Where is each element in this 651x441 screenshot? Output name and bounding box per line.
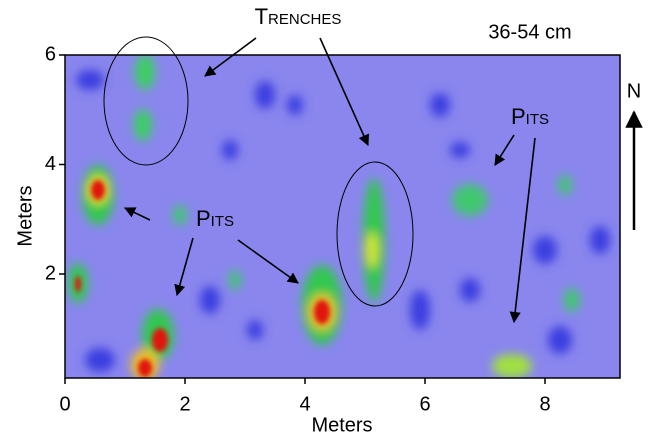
x-axis-label: Meters <box>311 414 372 436</box>
annotation: Pits <box>196 206 234 231</box>
page: 36-54 cm Meters Meters Trenches Pits Pit… <box>0 0 651 441</box>
x-tick-label: 6 <box>419 393 430 415</box>
x-tick-label: 4 <box>299 393 310 415</box>
y-tick-label: 4 <box>45 153 56 175</box>
y-tick-label: 6 <box>45 43 56 65</box>
annotation: Pits <box>511 104 549 129</box>
x-tick-label: 2 <box>179 393 190 415</box>
north-label: N <box>627 80 641 102</box>
x-tick-label: 8 <box>539 393 550 415</box>
annotation: Trenches <box>255 4 342 29</box>
x-tick-label: 0 <box>59 393 70 415</box>
chart-title: 36-54 cm <box>488 21 571 43</box>
chart: 36-54 cm Meters Meters Trenches Pits Pit… <box>0 0 651 441</box>
y-axis-label: Meters <box>14 185 36 246</box>
y-tick-label: 2 <box>45 262 56 284</box>
